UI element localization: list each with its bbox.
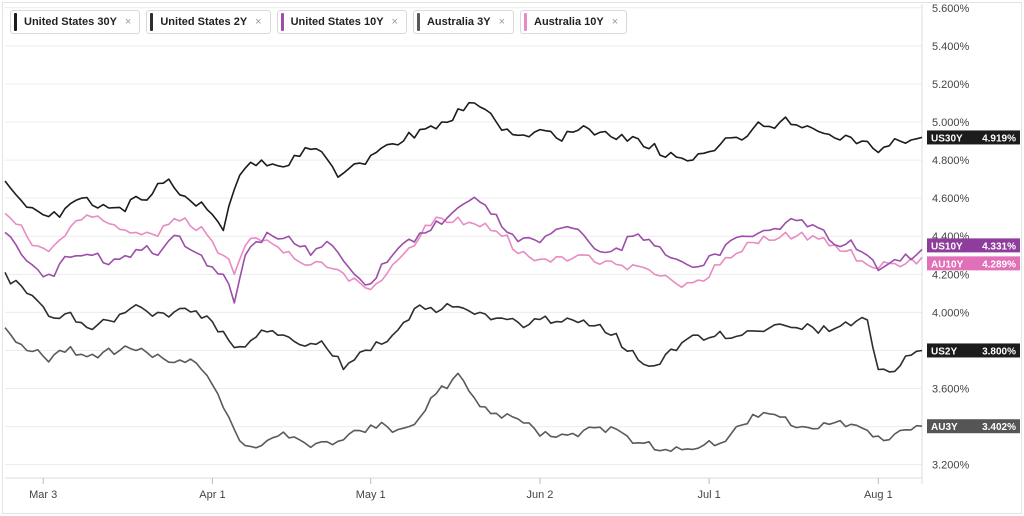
- end-badge-au10y: AU10Y 4.289%: [927, 256, 1020, 271]
- y-tick-label: 4.000%: [932, 307, 970, 319]
- legend-chip-au3y[interactable]: Australia 3Y ×: [412, 10, 514, 34]
- legend-swatch: [280, 13, 284, 31]
- y-tick-label: 4.200%: [932, 269, 970, 281]
- end-badge-us10y: US10Y 4.331%: [927, 238, 1020, 253]
- series-line-us30y: [4, 101, 923, 232]
- legend-swatch: [14, 13, 17, 31]
- end-badge-value: 4.331%: [982, 241, 1016, 252]
- y-tick-label: 4.800%: [932, 155, 970, 167]
- end-badge-name: AU3Y: [931, 422, 958, 433]
- x-tick-label: Mar 3: [29, 489, 57, 501]
- legend-label: Australia 3Y: [426, 16, 491, 28]
- close-icon[interactable]: ×: [498, 16, 505, 28]
- end-badge-bg: [927, 419, 1020, 434]
- series-line-au10y: [4, 212, 923, 291]
- y-tick-label: 5.000%: [932, 117, 970, 129]
- legend-label: United States 10Y: [290, 16, 384, 28]
- y-tick-label: 3.600%: [932, 384, 970, 396]
- end-badge-name: US30Y: [931, 133, 963, 144]
- close-icon[interactable]: ×: [124, 16, 132, 28]
- end-badge-bg: [927, 256, 1020, 271]
- end-badge-value: 3.800%: [982, 346, 1016, 357]
- x-tick-label: Aug 1: [864, 489, 893, 501]
- y-tick-label: 5.200%: [932, 79, 970, 91]
- end-badge-name: US10Y: [931, 241, 963, 252]
- x-tick-label: Apr 1: [199, 489, 225, 501]
- x-tick-label: Jul 1: [698, 489, 721, 501]
- y-tick-label: 5.600%: [932, 3, 970, 15]
- series-line-au3y: [4, 327, 923, 453]
- x-tick-label: May 1: [356, 489, 386, 501]
- x-tick-label: Jun 2: [526, 489, 553, 501]
- series-line-us2y: [4, 272, 923, 373]
- end-badge-name: US2Y: [931, 346, 957, 357]
- end-badge-value: 4.919%: [982, 133, 1016, 144]
- legend-chip-us2y[interactable]: United States 2Y ×: [146, 10, 271, 34]
- legend-chip-au10y[interactable]: Australia 10Y ×: [520, 10, 628, 34]
- close-icon[interactable]: ×: [255, 16, 262, 28]
- legend-chip-us30y[interactable]: United States 30Y ×: [10, 10, 141, 34]
- y-tick-label: 5.400%: [932, 41, 970, 53]
- legend-label: United States 30Y: [24, 16, 117, 28]
- y-tick-label: 3.200%: [932, 460, 970, 472]
- end-badge-value: 4.289%: [982, 259, 1016, 270]
- legend-label: United States 2Y: [160, 16, 248, 28]
- legend-chip-us10y[interactable]: United States 10Y ×: [276, 10, 407, 34]
- end-badge-us2y: US2Y 3.800%: [927, 343, 1020, 358]
- gridlines: [5, 7, 922, 466]
- end-badge-us30y: US30Y 4.919%: [927, 130, 1020, 145]
- end-badge-name: AU10Y: [931, 259, 964, 270]
- end-badge-au3y: AU3Y 3.402%: [927, 419, 1020, 434]
- close-icon[interactable]: ×: [391, 16, 398, 28]
- legend-swatch: [150, 13, 154, 31]
- legend-swatch: [416, 13, 420, 31]
- legend-label: Australia 10Y: [534, 16, 604, 28]
- legend-swatch: [524, 13, 527, 31]
- end-badge-value: 3.402%: [982, 422, 1016, 433]
- end-badge-bg: [927, 343, 1020, 358]
- close-icon[interactable]: ×: [611, 16, 619, 28]
- end-badge-bg: [927, 130, 1020, 145]
- end-badge-bg: [927, 238, 1020, 253]
- series-line-us10y: [4, 196, 923, 304]
- legend: United States 30Y × United States 2Y × Unite…: [10, 10, 628, 34]
- y-tick-label: 4.600%: [932, 193, 970, 205]
